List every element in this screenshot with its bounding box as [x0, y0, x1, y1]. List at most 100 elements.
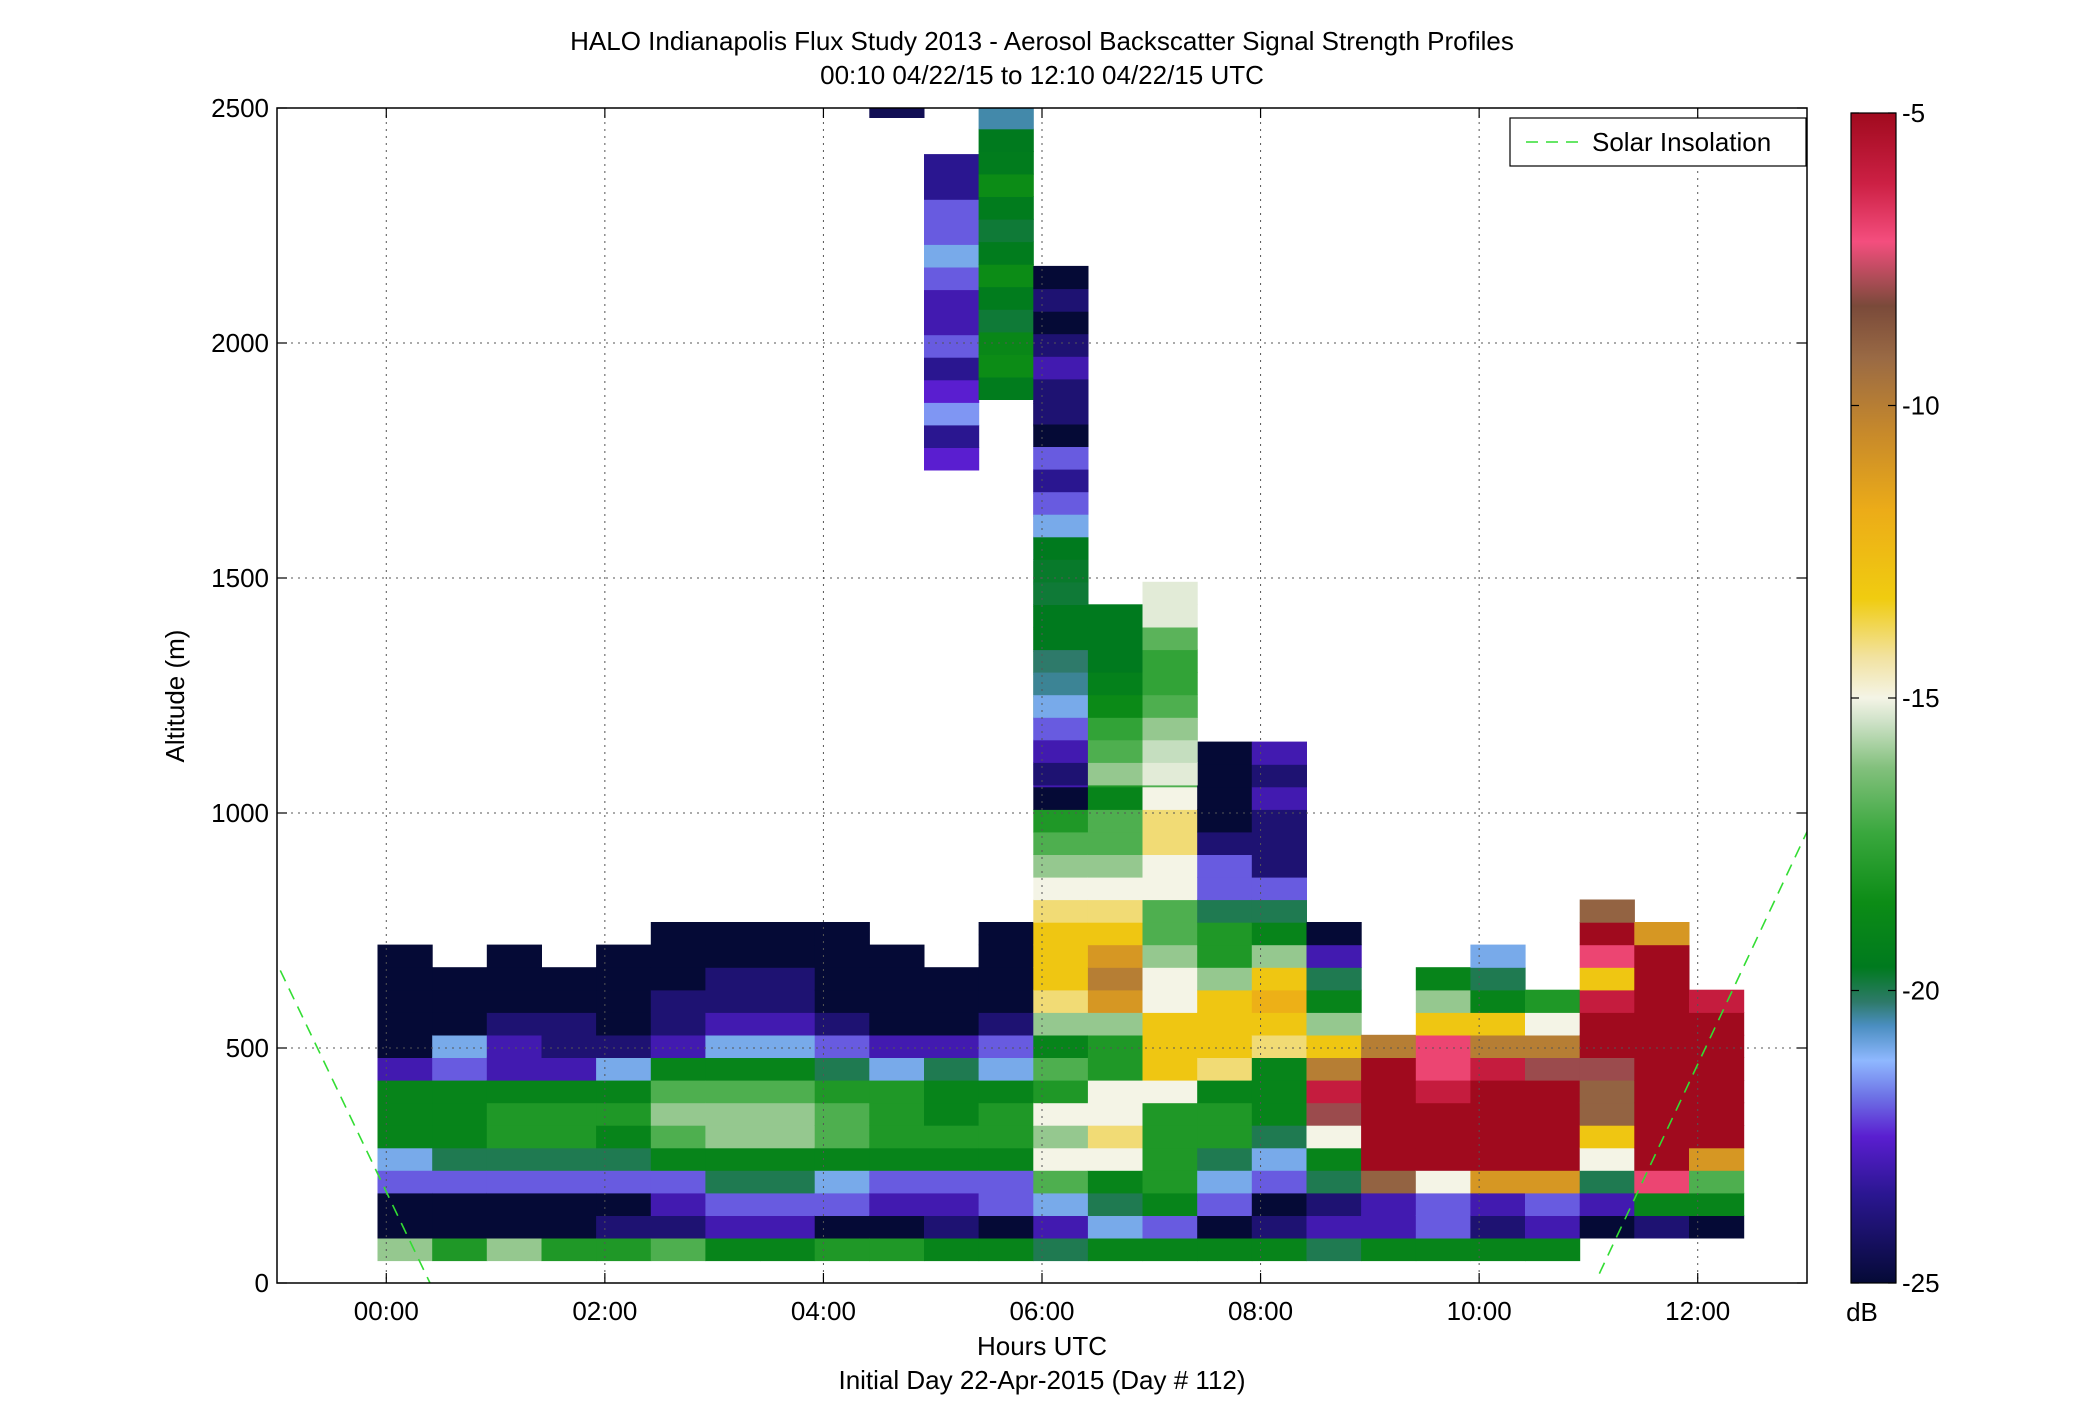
x-tick-label: 00:00	[354, 1296, 419, 1326]
heatmap-cell	[869, 967, 925, 991]
heatmap-cell	[1361, 1102, 1417, 1126]
heatmap-cell	[1415, 1215, 1471, 1239]
heatmap-cell	[486, 1057, 542, 1081]
heatmap-cell	[541, 1215, 597, 1239]
heatmap-cell	[814, 1125, 870, 1149]
heatmap-cell	[432, 1080, 488, 1104]
heatmap-cell	[1251, 1147, 1307, 1171]
heatmap-cell	[869, 1215, 925, 1239]
heatmap-cell	[869, 1102, 925, 1126]
heatmap-cell	[1689, 1147, 1745, 1171]
legend: Solar Insolation	[1509, 117, 1807, 167]
heatmap-cell	[1142, 1192, 1198, 1216]
heatmap-cell	[1087, 739, 1144, 763]
heatmap-cell	[978, 989, 1034, 1013]
heatmap-cell	[541, 1034, 597, 1058]
heatmap-cell	[1361, 1237, 1417, 1262]
x-tick-label: 06:00	[1009, 1296, 1074, 1326]
heatmap-cell	[1415, 1057, 1471, 1081]
heatmap-cell	[1033, 899, 1089, 923]
heatmap-cell	[705, 1034, 761, 1058]
heatmap-cell	[596, 1192, 652, 1216]
heatmap-cell	[814, 1192, 870, 1216]
heatmap-cell	[760, 989, 816, 1013]
heatmap-cell	[1197, 1034, 1253, 1058]
heatmap-cell	[1634, 967, 1690, 991]
heatmap-cell	[1197, 1125, 1253, 1149]
heatmap-cell	[869, 1125, 925, 1149]
heatmap-cell	[432, 1034, 488, 1058]
heatmap-cell	[1361, 1125, 1417, 1149]
heatmap-cell	[1415, 1192, 1471, 1216]
heatmap-cell	[377, 967, 433, 991]
heatmap-cell	[1033, 1215, 1089, 1239]
heatmap-cell	[1033, 1034, 1089, 1058]
heatmap-cell	[924, 379, 980, 403]
heatmap-cell	[377, 1125, 433, 1149]
heatmap-cell	[924, 266, 980, 291]
heatmap-cell	[1142, 922, 1198, 946]
heatmap-cell	[1033, 854, 1089, 878]
heatmap-cell	[1087, 694, 1144, 718]
heatmap-cell	[1033, 288, 1089, 312]
heatmap-cell	[1087, 831, 1144, 855]
y-tick-label: 500	[226, 1033, 269, 1063]
heatmap-cell	[541, 1125, 597, 1149]
heatmap-cell	[1251, 944, 1307, 968]
heatmap-cell	[869, 1192, 925, 1216]
heatmap-cell	[1142, 1102, 1198, 1126]
heatmap-cell	[1306, 989, 1362, 1013]
heatmap-cell	[432, 989, 488, 1013]
heatmap-cell	[1470, 1237, 1526, 1262]
heatmap-cell	[1306, 922, 1362, 946]
heatmap-cell	[1033, 967, 1089, 991]
heatmap-cell	[1470, 1012, 1526, 1036]
heatmap-cell	[1361, 1170, 1417, 1194]
heatmap-cell	[978, 309, 1034, 333]
heatmap-cell	[650, 1170, 706, 1194]
heatmap-cell	[486, 1237, 542, 1262]
heatmap-cell	[1689, 1170, 1745, 1194]
heatmap-cell	[869, 989, 925, 1013]
heatmap-cell	[924, 1034, 980, 1058]
heatmap-cell	[650, 1192, 706, 1216]
heatmap-cell	[1306, 1125, 1362, 1149]
heatmap-cell	[1579, 1080, 1635, 1104]
heatmap-cell	[1087, 989, 1144, 1013]
heatmap-cell	[1142, 1237, 1198, 1262]
heatmap-cell	[1142, 1034, 1198, 1058]
heatmap-cell	[1579, 1192, 1635, 1216]
heatmap-cell	[1033, 672, 1089, 696]
heatmap-cell	[541, 1170, 597, 1194]
heatmap-cell	[978, 967, 1034, 991]
colorbar-unit: dB	[1846, 1297, 1878, 1327]
heatmap-cell	[1251, 1192, 1307, 1216]
heatmap-cell	[1197, 1192, 1253, 1216]
heatmap-cell	[596, 1147, 652, 1171]
heatmap-cell	[1361, 1215, 1417, 1239]
heatmap-cell	[650, 1125, 706, 1149]
heatmap-cell	[1306, 1237, 1362, 1262]
heatmap-cell	[705, 967, 761, 991]
heatmap-cell	[1470, 1215, 1526, 1239]
heatmap-cell	[978, 1080, 1034, 1104]
heatmap-cell	[1415, 1102, 1471, 1126]
heatmap-cell	[1142, 899, 1198, 923]
heatmap-cell	[486, 1147, 542, 1171]
y-tick-label: 1000	[211, 798, 269, 828]
heatmap-cell	[1470, 1192, 1526, 1216]
heatmap-cell	[1251, 764, 1307, 788]
heatmap-cell	[1087, 967, 1144, 991]
heatmap-cell	[596, 967, 652, 991]
heatmap-cell	[1142, 581, 1198, 605]
heatmap-cell	[1579, 1147, 1635, 1171]
heatmap-cell	[1033, 491, 1089, 515]
heatmap-cell	[1251, 1057, 1307, 1081]
heatmap-cell	[705, 1057, 761, 1081]
heatmap-cell	[1579, 1034, 1635, 1058]
heatmap-cell	[978, 196, 1034, 220]
heatmap-cell	[1087, 786, 1144, 810]
heatmap-cell	[1033, 423, 1089, 447]
heatmap-cell	[1142, 1147, 1198, 1171]
heatmap-cell	[1033, 739, 1089, 763]
